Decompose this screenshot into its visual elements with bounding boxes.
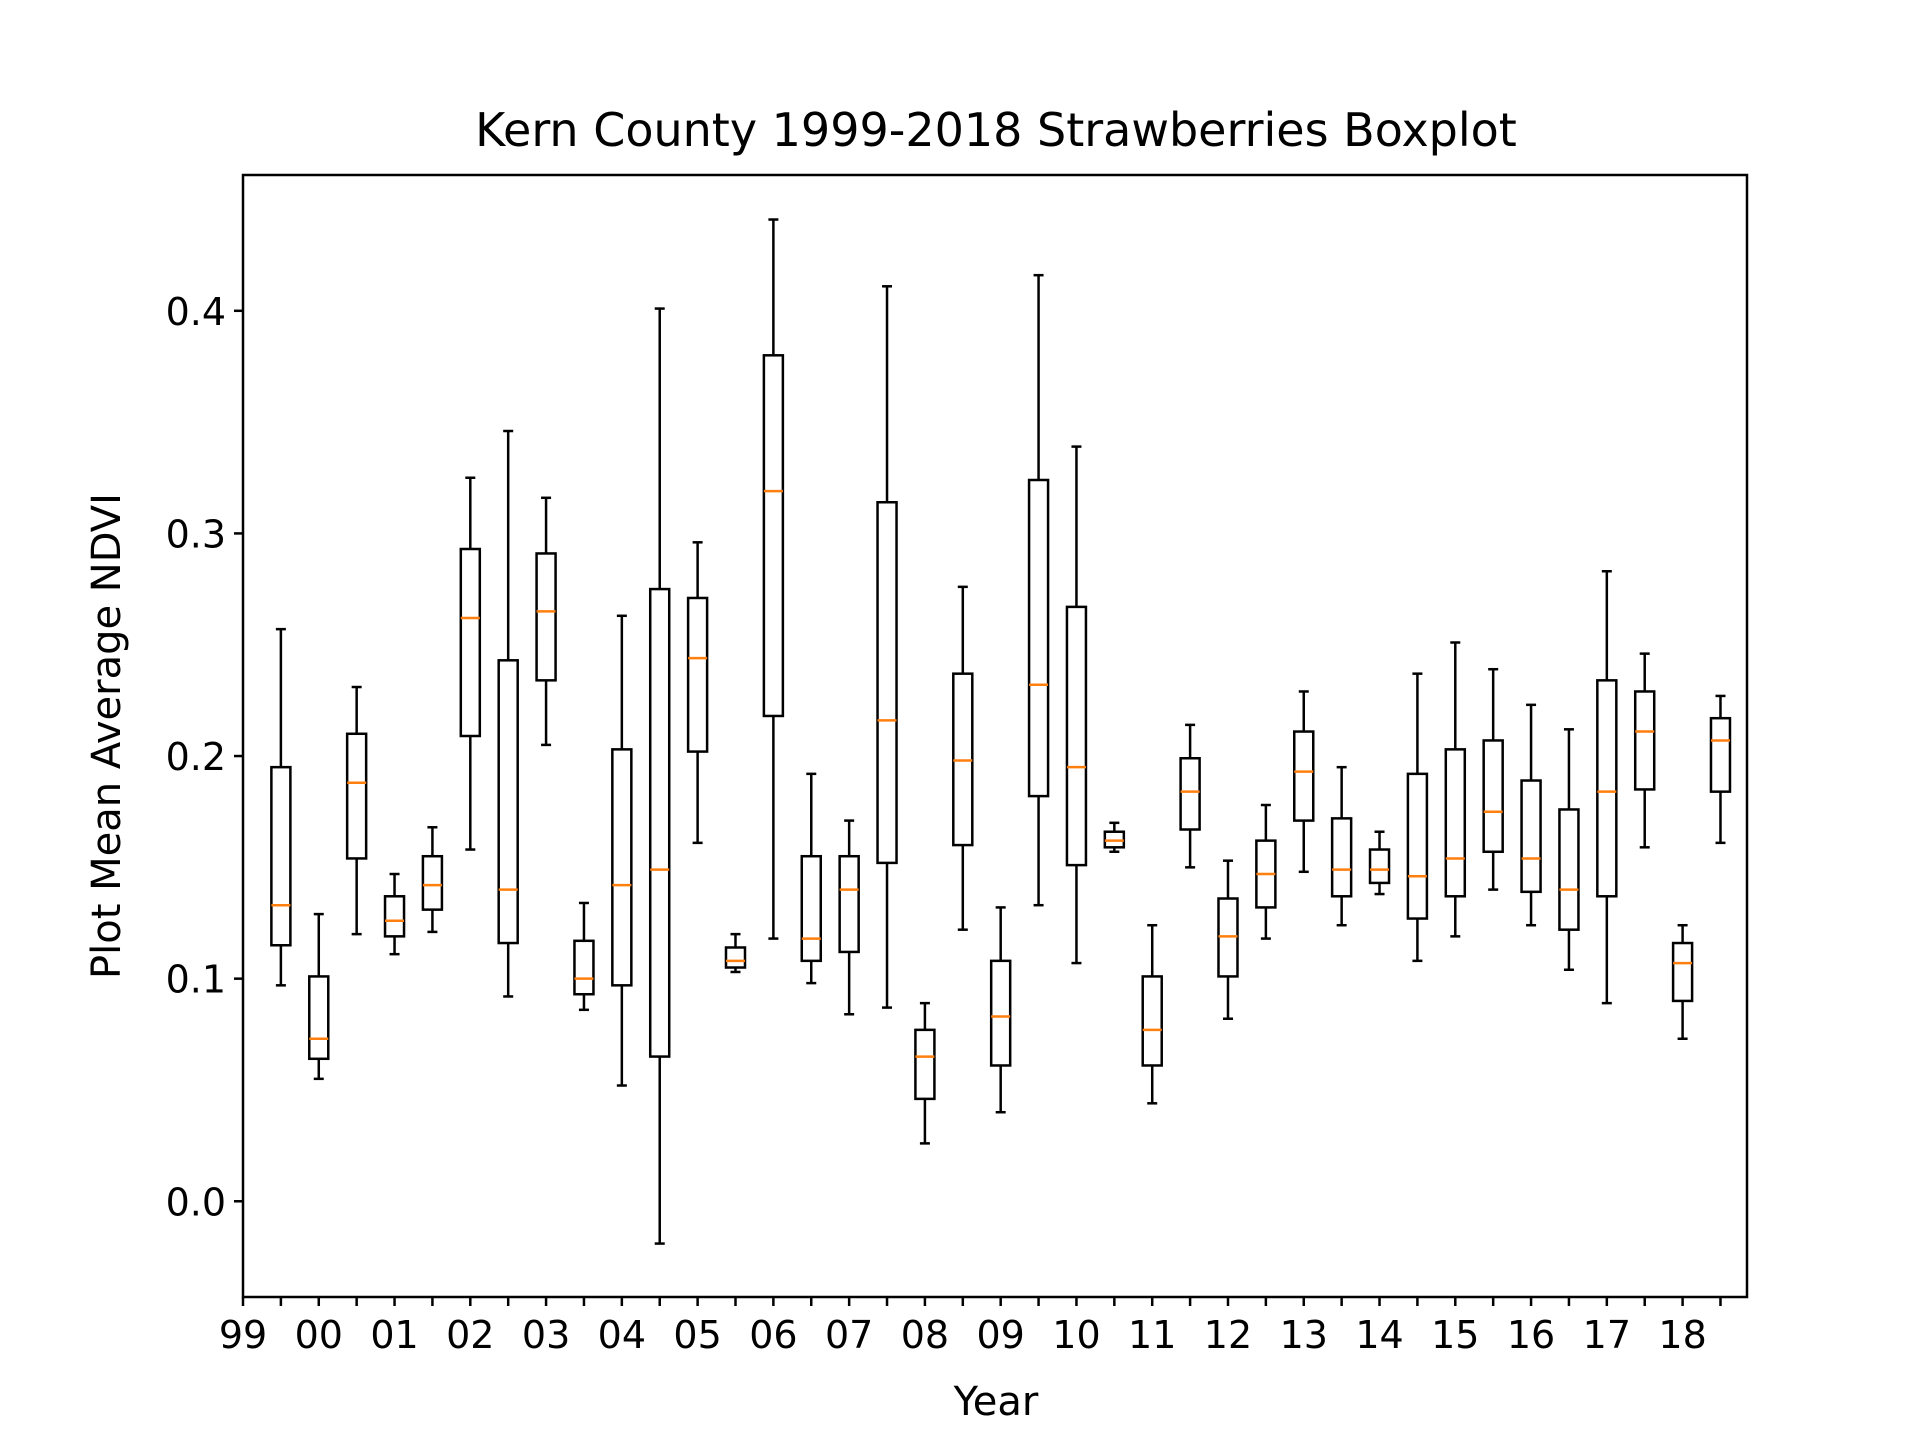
- box: [648, 587, 671, 1058]
- chart-title: Kern County 1999-2018 Strawberries Boxpl…: [475, 103, 1517, 157]
- x-tick-label: 18: [1658, 1313, 1706, 1357]
- box: [800, 854, 823, 963]
- box: [573, 939, 595, 996]
- y-tick-label: 0.1: [166, 958, 226, 1002]
- y-axis-label: Plot Mean Average NDVI: [84, 493, 130, 979]
- box: [1179, 757, 1201, 831]
- box: [686, 596, 709, 753]
- x-tick-label: 01: [370, 1313, 418, 1357]
- box: [1520, 779, 1542, 894]
- box: [838, 854, 860, 954]
- x-tick-label: 12: [1204, 1313, 1252, 1357]
- box: [1330, 817, 1353, 898]
- x-tick-label: 02: [446, 1313, 494, 1357]
- box: [876, 501, 898, 865]
- x-tick-label: 00: [295, 1313, 343, 1357]
- box: [345, 732, 368, 860]
- box: [1671, 941, 1694, 1003]
- x-tick-label: 17: [1583, 1313, 1631, 1357]
- plot-frame: [241, 173, 1749, 1299]
- x-tick-label: 09: [977, 1313, 1025, 1357]
- x-tick-label: 10: [1052, 1313, 1100, 1357]
- x-axis-label: Year: [953, 1379, 1039, 1425]
- box: [535, 552, 557, 682]
- box: [270, 765, 292, 947]
- box: [611, 748, 633, 987]
- box: [421, 854, 444, 911]
- box: [724, 946, 747, 969]
- x-tick-label: 15: [1431, 1313, 1479, 1357]
- x-tick-label: 16: [1507, 1313, 1555, 1357]
- x-tick-label: 99: [219, 1313, 267, 1357]
- box: [1027, 478, 1050, 798]
- box: [1444, 748, 1467, 898]
- x-tick-label: 08: [901, 1313, 949, 1357]
- x-tick-label: 06: [749, 1313, 797, 1357]
- y-tick-label: 0.2: [166, 735, 226, 779]
- box: [762, 354, 785, 718]
- box: [459, 547, 482, 738]
- box: [1293, 730, 1315, 822]
- box: [914, 1028, 936, 1101]
- box: [1596, 679, 1618, 898]
- box: [1141, 975, 1163, 1067]
- box: [1709, 716, 1732, 793]
- box: [989, 959, 1012, 1067]
- box: [308, 975, 330, 1061]
- box: [1558, 808, 1580, 931]
- x-tick-label: 03: [522, 1313, 570, 1357]
- x-tick-label: 07: [825, 1313, 873, 1357]
- x-tick-label: 14: [1355, 1313, 1403, 1357]
- x-tick-label: 04: [598, 1313, 646, 1357]
- box: [383, 895, 406, 938]
- x-tick-label: 13: [1280, 1313, 1328, 1357]
- box: [1482, 739, 1504, 854]
- y-tick-label: 0.3: [166, 512, 226, 556]
- x-tick-label: 11: [1128, 1313, 1176, 1357]
- box: [1406, 772, 1429, 920]
- box: [1633, 690, 1656, 791]
- plot-area: 0.0 0.1 0.2 0.3 0.4 99 00 01 02 03 04 05 06 07 08 09 10 1…: [166, 218, 1732, 1357]
- y-tick-label: 0.0: [166, 1180, 226, 1224]
- box: [497, 659, 519, 945]
- box: [1368, 848, 1391, 885]
- x-tick-label: 05: [673, 1313, 721, 1357]
- box: [1065, 605, 1088, 867]
- y-tick-label: 0.4: [166, 290, 226, 334]
